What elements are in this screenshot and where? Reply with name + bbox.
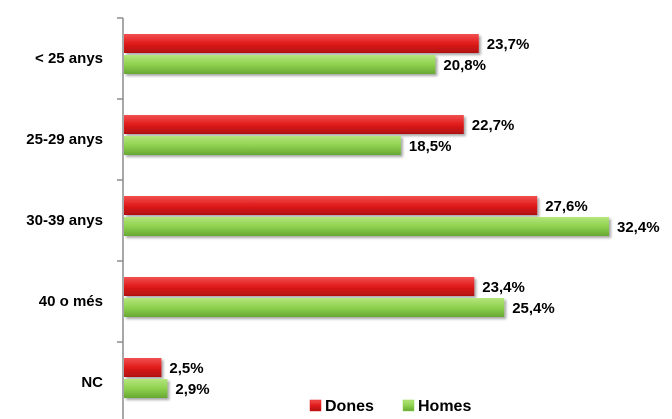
data-label-homes-40-o-m-s: 25,4% <box>512 300 555 317</box>
bar-dones-25-anys <box>124 34 479 53</box>
category-label-nc: NC <box>81 374 103 391</box>
bar-dones-30-39-anys <box>124 196 538 215</box>
bar-dones-nc <box>124 358 162 377</box>
category-labels: < 25 anys 25-29 anys 30-39 anys 40 o més NC <box>26 50 103 391</box>
data-label-homes-25-29-anys: 18,5% <box>409 138 452 155</box>
data-label-dones-nc: 2,5% <box>169 360 203 377</box>
legend-swatch-dones <box>309 399 322 412</box>
data-label-dones-40-o-m-s: 23,4% <box>482 279 525 296</box>
bar-homes-25-anys <box>124 55 436 74</box>
category-label-25-anys: < 25 anys <box>35 50 103 67</box>
legend-label-dones: Dones <box>325 398 374 415</box>
bar-homes-nc <box>124 379 168 398</box>
bar-homes-25-29-anys <box>124 136 401 155</box>
y-axis-ticks <box>117 17 123 343</box>
bar-homes-30-39-anys <box>124 217 609 236</box>
bars <box>124 34 609 398</box>
category-label-25-29-anys: 25-29 anys <box>26 131 103 148</box>
legend-swatch-homes <box>402 399 415 412</box>
bar-dones-25-29-anys <box>124 115 464 134</box>
bar-homes-40-o-m-s <box>124 298 505 317</box>
legend-item-dones: Dones <box>309 398 374 415</box>
legend-item-homes: Homes <box>402 398 471 415</box>
category-label-40-o-m-s: 40 o més <box>39 293 103 310</box>
data-label-dones-25-29-anys: 22,7% <box>472 117 515 134</box>
bar-dones-40-o-m-s <box>124 277 475 296</box>
data-label-homes-nc: 2,9% <box>175 381 209 398</box>
legend: Dones Homes <box>309 398 471 415</box>
legend-label-homes: Homes <box>418 398 471 415</box>
data-label-homes-30-39-anys: 32,4% <box>617 219 660 236</box>
data-label-homes-25-anys: 20,8% <box>443 57 486 74</box>
category-label-30-39-anys: 30-39 anys <box>26 212 103 229</box>
value-labels: 23,7%20,8% 22,7% 18,5% 27,6% 32,4% 23,4% 25,4%… <box>169 36 659 398</box>
data-label-dones-30-39-anys: 27,6% <box>545 198 588 215</box>
data-label-dones-25-anys: 23,7% <box>487 36 530 53</box>
